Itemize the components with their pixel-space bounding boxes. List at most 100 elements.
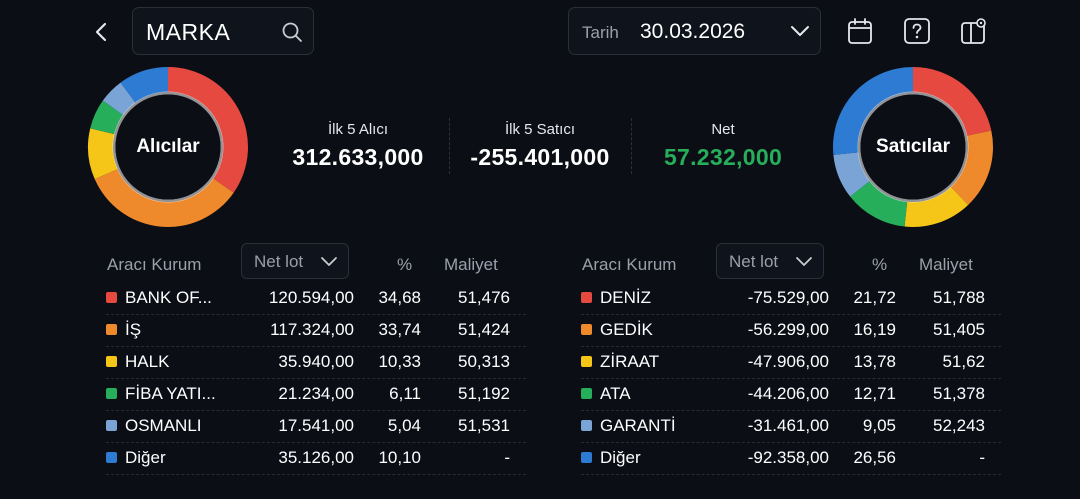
table-row[interactable]: FİBA YATI... 21.234,00 6,11 51,192 <box>106 378 526 411</box>
calendar-button[interactable] <box>845 15 875 47</box>
net-lot-value: 35.940,00 <box>278 352 354 371</box>
panel-settings-icon <box>961 18 986 44</box>
cost-value: 51,378 <box>933 384 985 403</box>
percent-value: 10,10 <box>378 448 421 467</box>
donut-inner-ring <box>112 91 224 203</box>
donut-segment-blue <box>120 67 168 103</box>
net-lot-value: 21.234,00 <box>278 384 354 403</box>
top5-buyers-label: İlk 5 Alıcı <box>327 121 389 138</box>
cost-value: 51,476 <box>458 288 510 307</box>
percent-value: 12,71 <box>853 384 896 403</box>
chevron-left-icon <box>95 22 107 42</box>
net-lot-value: -44.206,00 <box>747 384 829 403</box>
donut-inner-ring <box>857 91 969 203</box>
cost-value: 51,62 <box>942 352 985 371</box>
donut-segment-blue <box>833 67 913 155</box>
table-row[interactable]: GARANTİ -31.461,00 9,05 52,243 <box>581 410 1001 443</box>
legend-swatch <box>581 388 592 399</box>
top5-sellers-value: -255.401,000 <box>470 144 610 170</box>
sellers-donut <box>833 67 993 227</box>
percent-value: 26,56 <box>853 448 896 467</box>
donut-hole <box>115 94 221 200</box>
percent-value: 6,11 <box>389 384 421 403</box>
table-row[interactable]: Diğer 35.126,00 10,10 - <box>106 442 526 475</box>
netlot-sort-dropdown[interactable]: Net lot <box>716 243 824 279</box>
table-row[interactable]: ATA -44.206,00 12,71 51,378 <box>581 378 1001 411</box>
summary-divider <box>449 118 450 174</box>
table-row[interactable]: BANK OF... 120.594,00 34,68 51,476 <box>106 282 526 315</box>
table-row[interactable]: GEDİK -56.299,00 16,19 51,405 <box>581 314 1001 347</box>
legend-swatch <box>581 420 592 431</box>
col-header-cost: Maliyet <box>919 255 973 274</box>
netlot-label: Net lot <box>254 252 304 271</box>
top5-buyers-value: 312.633,000 <box>292 144 424 170</box>
table-row[interactable]: HALK 35.940,00 10,33 50,313 <box>106 346 526 379</box>
donut-segment-red <box>913 67 992 136</box>
search-value: MARKA <box>146 19 231 45</box>
chevron-down-icon <box>796 257 812 266</box>
percent-value: 16,19 <box>853 320 896 339</box>
percent-value: 13,78 <box>853 352 896 371</box>
search-icon <box>282 22 302 42</box>
net-lot-value: -47.906,00 <box>747 352 829 371</box>
legend-swatch <box>106 452 117 463</box>
legend-swatch <box>581 452 592 463</box>
help-button[interactable] <box>902 15 932 47</box>
symbol-search-field[interactable]: MARKA <box>132 7 314 55</box>
net-lot-value: -75.529,00 <box>747 288 829 307</box>
broker-name: OSMANLI <box>125 416 202 435</box>
percent-value: 21,72 <box>853 288 896 307</box>
broker-name: GEDİK <box>600 320 653 339</box>
table-row[interactable]: DENİZ -75.529,00 21,72 51,788 <box>581 282 1001 315</box>
cost-value: 51,192 <box>458 384 510 403</box>
donut-segment-green <box>90 100 124 135</box>
cost-value: 51,424 <box>458 320 510 339</box>
percent-value: 5,04 <box>387 416 421 435</box>
percent-value: 10,33 <box>378 352 421 371</box>
date-selector[interactable]: Tarih 30.03.2026 <box>568 7 821 55</box>
net-summary: Net 57.232,000 <box>638 121 808 171</box>
netlot-sort-dropdown[interactable]: Net lot <box>241 243 349 279</box>
broker-name: ZİRAAT <box>600 352 660 371</box>
net-label: Net <box>711 121 735 138</box>
donut-segment-red <box>168 67 248 193</box>
table-row[interactable]: İŞ 117.324,00 33,74 51,424 <box>106 314 526 347</box>
net-lot-value: -31.461,00 <box>747 416 829 435</box>
net-lot-value: 17.541,00 <box>278 416 354 435</box>
legend-swatch <box>106 388 117 399</box>
broker-name: HALK <box>125 352 170 371</box>
summary-divider <box>631 118 632 174</box>
net-lot-value: -56.299,00 <box>747 320 829 339</box>
percent-value: 34,68 <box>378 288 421 307</box>
donut-segment-lightblue <box>833 152 870 197</box>
donut-segment-yellow <box>904 186 969 227</box>
legend-swatch <box>106 420 117 431</box>
top5-sellers-label: İlk 5 Satıcı <box>504 121 576 138</box>
percent-value: 33,74 <box>378 320 421 339</box>
table-row[interactable]: Diğer -92.358,00 26,56 - <box>581 442 1001 475</box>
net-value: 57.232,000 <box>663 144 783 170</box>
table-row[interactable]: ZİRAAT -47.906,00 13,78 51,62 <box>581 346 1001 379</box>
table-row[interactable]: OSMANLI 17.541,00 5,04 51,531 <box>106 410 526 443</box>
donut-segment-orange <box>950 130 993 205</box>
back-button[interactable] <box>86 14 116 50</box>
cost-value: 51,531 <box>458 416 510 435</box>
cost-value: 51,788 <box>933 288 985 307</box>
broker-name: Diğer <box>600 448 641 467</box>
sellers-donut-label: Satıcılar <box>876 136 950 157</box>
top5-buyers-summary: İlk 5 Alıcı 312.633,000 <box>273 121 443 171</box>
layout-settings-button[interactable] <box>959 15 989 47</box>
cost-value: 51,405 <box>933 320 985 339</box>
net-lot-value: 117.324,00 <box>270 320 354 339</box>
legend-swatch <box>581 292 592 303</box>
netlot-label: Net lot <box>729 252 779 271</box>
donut-hole <box>860 94 966 200</box>
calendar-icon <box>848 18 872 44</box>
col-header-percent: % <box>397 255 413 274</box>
help-icon <box>904 18 930 44</box>
broker-name: ATA <box>600 384 631 403</box>
net-lot-value: -92.358,00 <box>747 448 829 467</box>
broker-name: Diğer <box>125 448 166 467</box>
percent-value: 9,05 <box>862 416 896 435</box>
donut-segment-yellow <box>88 128 118 180</box>
